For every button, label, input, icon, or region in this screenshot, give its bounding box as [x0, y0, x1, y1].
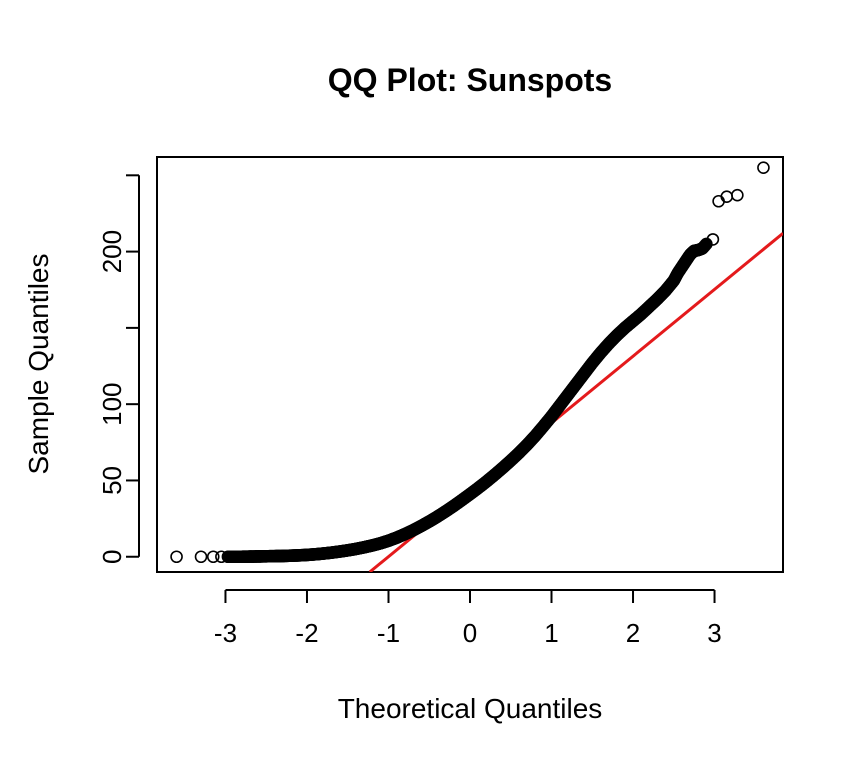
data-point	[757, 161, 770, 174]
y-axis: 0 50 100 200	[97, 174, 140, 564]
y-tick-label: 0	[97, 550, 127, 564]
data-point	[206, 550, 220, 564]
chart-title: QQ Plot: Sunspots	[328, 62, 612, 98]
x-tick-label: 3	[707, 618, 721, 648]
x-tick-label: -3	[214, 618, 237, 648]
x-tick-label: -1	[377, 618, 400, 648]
data-points	[170, 161, 770, 564]
x-tick-label: 2	[626, 618, 640, 648]
x-tick-label: 0	[463, 618, 477, 648]
plot-frame	[156, 156, 784, 573]
data-point	[170, 550, 183, 564]
x-tick-label: -2	[295, 618, 318, 648]
data-point	[194, 550, 208, 564]
data-point	[700, 237, 713, 251]
data-point	[706, 233, 720, 246]
y-axis-title: Sample Quantiles	[23, 253, 54, 474]
y-tick-label: 200	[97, 230, 127, 273]
y-tick-label: 50	[97, 466, 127, 495]
x-axis-title: Theoretical Quantiles	[338, 693, 603, 724]
y-tick-label: 100	[97, 382, 127, 425]
data-point	[731, 188, 744, 202]
x-tick-label: 1	[544, 618, 558, 648]
x-axis: -3 -2 -1 0 1 2 3	[214, 589, 722, 648]
